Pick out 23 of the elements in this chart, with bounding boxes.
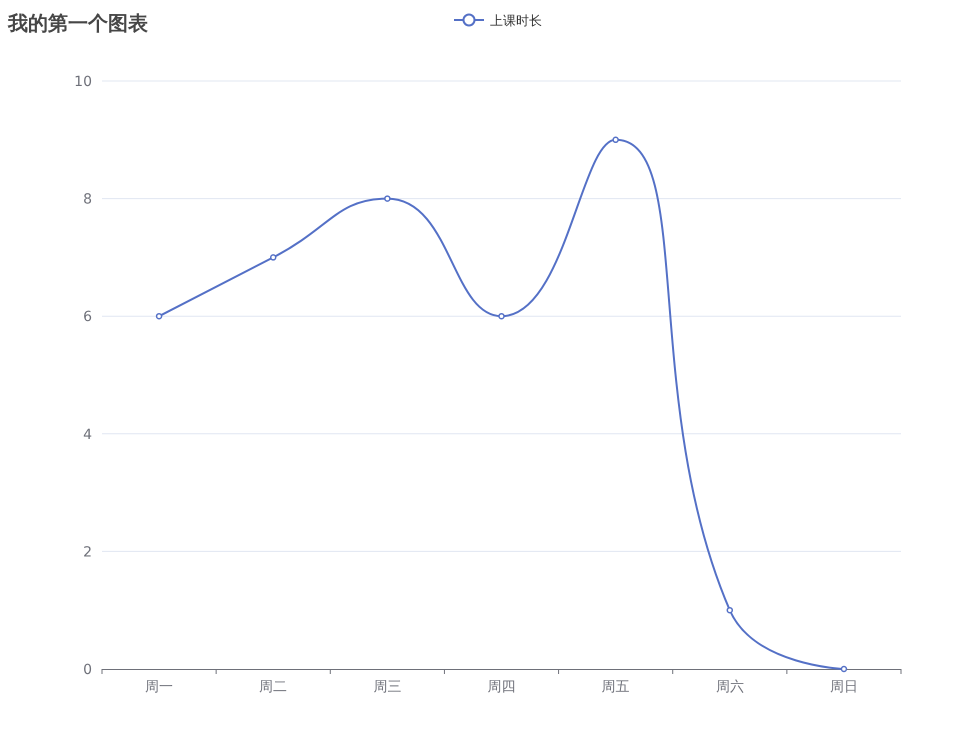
title: 我的第一个图表 (8, 11, 148, 35)
x-tick-label: 周五 (602, 679, 630, 695)
x-tick-label: 周四 (488, 679, 516, 695)
x-tick-label: 周日 (830, 679, 858, 695)
legend-label: 上课时长 (490, 14, 542, 29)
point (498, 312, 505, 320)
x-tick-label: 周三 (373, 679, 402, 695)
x-tick-label: 周六 (716, 679, 744, 695)
y-tick-label: 10 (74, 74, 92, 90)
y-tick-label: 8 (83, 192, 92, 208)
point (156, 312, 162, 320)
point (270, 254, 276, 261)
x-tick-label: 周二 (259, 679, 288, 695)
y-tick-label: 6 (83, 309, 92, 326)
legend: 上课时长 (454, 14, 542, 29)
y-tick-label: 0 (83, 662, 92, 678)
y-tick-label: 4 (83, 426, 92, 443)
point (726, 606, 734, 614)
point (384, 195, 391, 202)
point (840, 666, 848, 672)
y-tick-label: 2 (83, 544, 92, 560)
point (612, 136, 619, 144)
x-tick-label: 周一 (145, 679, 174, 695)
